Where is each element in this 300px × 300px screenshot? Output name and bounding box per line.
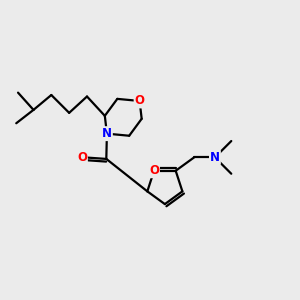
Text: O: O	[149, 164, 159, 177]
Text: N: N	[210, 151, 220, 164]
Text: O: O	[135, 94, 145, 107]
Text: O: O	[77, 151, 87, 164]
Text: N: N	[102, 127, 112, 140]
